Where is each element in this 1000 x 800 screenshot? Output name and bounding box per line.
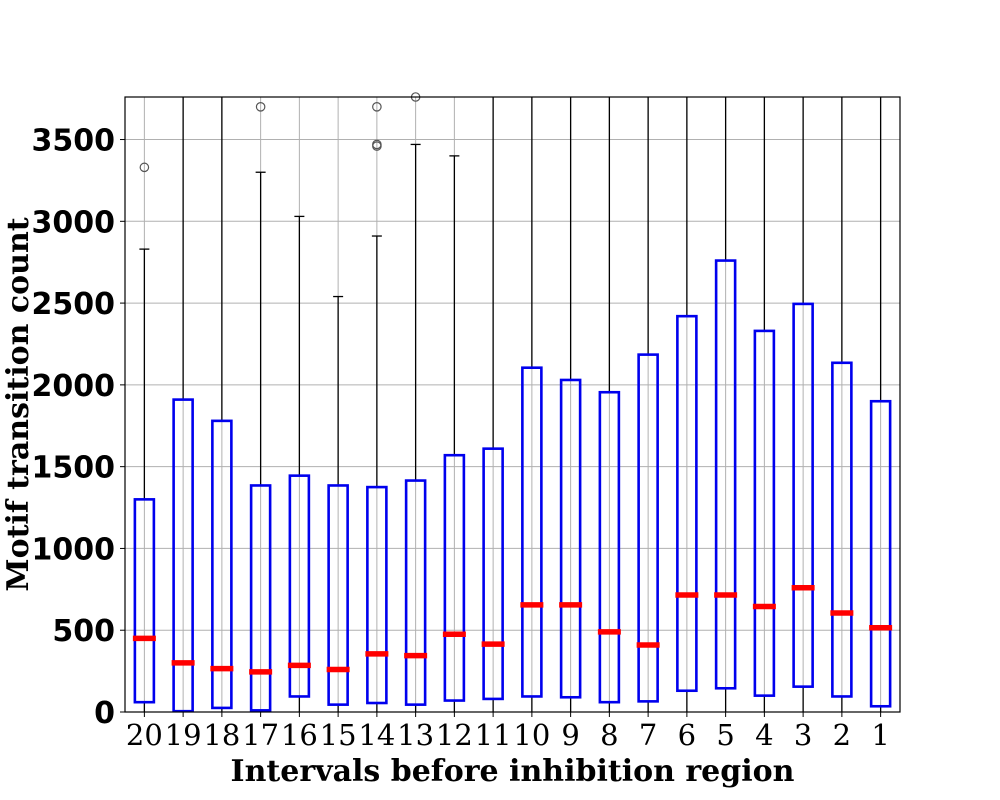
box [559, 378, 582, 699]
x-tick-label: 19 [165, 718, 202, 752]
box [404, 479, 427, 706]
boxes [133, 259, 892, 713]
box [869, 399, 892, 708]
outlier-point [372, 139, 382, 150]
plot-frame [124, 96, 901, 713]
box [366, 485, 388, 705]
x-tick-label: 16 [281, 718, 318, 752]
box [172, 398, 194, 713]
box [482, 447, 504, 701]
outlier-point [372, 102, 382, 112]
x-tick-label: 2 [833, 718, 851, 752]
x-tick-label: 17 [242, 718, 279, 752]
box [637, 353, 659, 703]
x-tick-labels: 20 19 18 17 16 15 14 13 12 11 10 9 8 7 6 5 4 3 2 1 [126, 712, 890, 752]
x-tick-label: 15 [320, 718, 357, 752]
box [521, 366, 543, 698]
outliers [139, 92, 421, 173]
box [443, 453, 466, 702]
box [831, 361, 853, 698]
y-tick-label: 2500 [32, 287, 116, 322]
medians [132, 584, 893, 675]
y-axis-label: Motif transition count [1, 217, 36, 591]
x-tick-label: 20 [126, 718, 163, 752]
x-tick-label: 18 [203, 718, 240, 752]
x-tick-label: 9 [561, 718, 579, 752]
grid-lines [125, 97, 900, 713]
x-tick-label: 3 [794, 718, 812, 752]
x-tick-label: 6 [678, 718, 696, 752]
outlier-point [255, 102, 266, 112]
x-tick-label: 14 [358, 718, 395, 752]
x-tick-label: 11 [475, 718, 512, 752]
y-tick-label: 3500 [32, 124, 116, 159]
box [249, 484, 272, 712]
x-tick-label: 8 [600, 718, 618, 752]
box [288, 474, 311, 698]
y-tick-label: 1500 [32, 451, 116, 486]
box [714, 259, 737, 690]
box [211, 419, 233, 710]
y-tick-label: 3000 [32, 205, 116, 240]
y-tick-label: 1000 [32, 532, 116, 567]
whiskers [139, 97, 882, 712]
x-tick-label: 4 [755, 718, 773, 752]
y-tick-labels: 0 500 1000 1500 2000 2500 3000 3500 [32, 124, 125, 731]
x-tick-label: 7 [639, 718, 657, 752]
x-tick-label: 10 [513, 718, 550, 752]
y-tick-label: 0 [94, 696, 115, 731]
x-tick-label: 1 [871, 718, 889, 752]
box [598, 390, 621, 704]
x-tick-label: 5 [716, 718, 734, 752]
y-tick-label: 500 [52, 614, 115, 649]
x-axis-label: Intervals before inhibition region [231, 754, 795, 789]
box [753, 329, 776, 697]
x-tick-label: 13 [397, 718, 434, 752]
outlier-point [139, 162, 150, 173]
box [133, 498, 156, 704]
x-tick-label: 12 [436, 718, 473, 752]
box [676, 314, 698, 693]
y-tick-label: 2000 [32, 369, 116, 404]
box [327, 484, 349, 706]
box [792, 302, 814, 688]
